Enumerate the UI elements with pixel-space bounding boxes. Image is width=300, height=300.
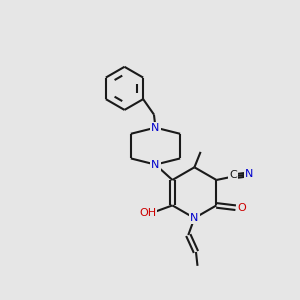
Text: N: N <box>151 160 160 170</box>
Text: N: N <box>151 123 160 133</box>
Text: C: C <box>230 170 237 180</box>
Text: O: O <box>238 203 246 213</box>
Text: OH: OH <box>139 208 156 218</box>
Text: N: N <box>190 213 199 223</box>
Text: N: N <box>245 169 254 179</box>
